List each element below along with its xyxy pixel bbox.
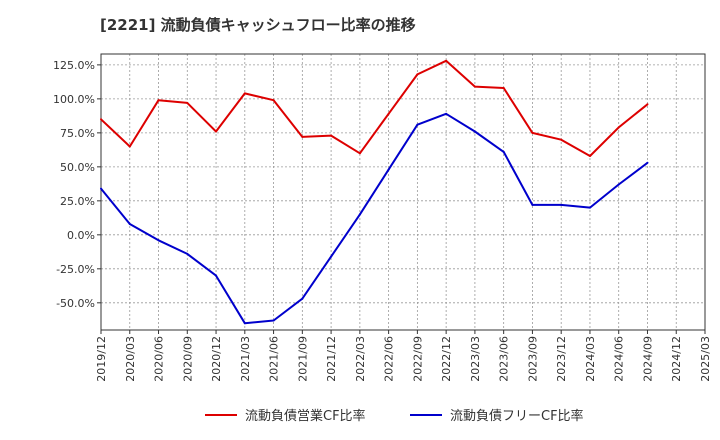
x-tick-label: 2024/03 xyxy=(584,336,597,382)
data-point xyxy=(416,123,419,126)
data-point xyxy=(186,252,189,255)
y-tick-label: 75.0% xyxy=(60,127,95,140)
data-point xyxy=(272,319,275,322)
data-point xyxy=(301,297,304,300)
y-tick-label: -25.0% xyxy=(56,263,95,276)
y-tick-label: 50.0% xyxy=(60,161,95,174)
data-point xyxy=(243,92,246,95)
x-tick-label: 2021/03 xyxy=(239,336,252,382)
y-tick-label: 100.0% xyxy=(53,93,95,106)
x-tick-label: 2024/09 xyxy=(641,336,654,382)
y-tick-label: 25.0% xyxy=(60,195,95,208)
data-point xyxy=(617,183,620,186)
data-point xyxy=(646,161,649,164)
y-axis-ticks: 125.0% 100.0% 75.0% 50.0% 25.0% 0.0% -25.0% -50… xyxy=(53,59,101,310)
data-point xyxy=(560,203,563,206)
x-tick-label: 2022/03 xyxy=(354,336,367,382)
data-point xyxy=(560,138,563,141)
x-tick-label: 2020/06 xyxy=(153,336,166,382)
x-tick-label: 2024/06 xyxy=(613,336,626,382)
data-point xyxy=(215,130,218,133)
data-point xyxy=(128,145,131,148)
data-point xyxy=(502,86,505,89)
x-tick-label: 2022/06 xyxy=(383,336,396,382)
data-point xyxy=(531,131,534,134)
x-tick-label: 2021/09 xyxy=(296,336,309,382)
data-point xyxy=(100,118,102,121)
data-point xyxy=(157,99,160,102)
data-point xyxy=(588,154,591,157)
data-point xyxy=(531,203,534,206)
data-point xyxy=(186,101,189,104)
data-point xyxy=(215,274,218,277)
data-point xyxy=(445,59,448,62)
data-point xyxy=(588,206,591,209)
data-point xyxy=(243,322,246,325)
data-point xyxy=(128,222,131,225)
plot-area xyxy=(100,53,706,331)
data-point xyxy=(330,255,333,258)
data-point xyxy=(502,150,505,153)
data-point xyxy=(358,152,361,155)
x-axis-ticks: 2019/12 2020/03 2020/06 2020/09 2020/12 2021/… xyxy=(95,330,712,382)
series-lines xyxy=(100,59,649,325)
x-tick-label: 2021/12 xyxy=(325,336,338,382)
legend-label: 流動負債営業CF比率 xyxy=(245,408,366,424)
x-tick-label: 2019/12 xyxy=(95,336,108,382)
x-tick-label: 2023/09 xyxy=(526,336,539,382)
data-point xyxy=(100,187,102,190)
x-tick-label: 2022/09 xyxy=(411,336,424,382)
grid-lines xyxy=(101,54,705,330)
y-tick-label: 125.0% xyxy=(53,59,95,72)
data-point xyxy=(387,112,390,115)
x-tick-label: 2020/12 xyxy=(210,336,223,382)
data-point xyxy=(617,126,620,129)
data-point xyxy=(157,239,160,242)
data-point xyxy=(301,135,304,138)
series-line-1 xyxy=(100,59,649,157)
series-line-2 xyxy=(100,112,649,325)
chart-title: [2221] 流動負債キャッシュフロー比率の推移 xyxy=(100,16,416,34)
x-tick-label: 2020/03 xyxy=(124,336,137,382)
data-point xyxy=(473,130,476,133)
x-tick-label: 2020/09 xyxy=(181,336,194,382)
data-point xyxy=(646,103,649,106)
y-tick-label: -50.0% xyxy=(56,297,95,310)
legend-label: 流動負債フリーCF比率 xyxy=(450,408,584,424)
x-tick-label: 2021/06 xyxy=(268,336,281,382)
x-tick-label: 2025/03 xyxy=(699,336,712,382)
x-tick-label: 2023/12 xyxy=(555,336,568,382)
x-tick-label: 2023/03 xyxy=(469,336,482,382)
x-tick-label: 2022/12 xyxy=(440,336,453,382)
x-tick-label: 2023/06 xyxy=(498,336,511,382)
y-tick-label: 0.0% xyxy=(67,229,95,242)
data-point xyxy=(473,85,476,88)
data-point xyxy=(387,168,390,171)
x-tick-label: 2024/12 xyxy=(670,336,683,382)
data-point xyxy=(330,134,333,137)
legend: 流動負債営業CF比率 流動負債フリーCF比率 xyxy=(205,408,584,424)
data-point xyxy=(445,112,448,115)
data-point xyxy=(358,213,361,216)
data-point xyxy=(416,73,419,76)
data-point xyxy=(272,99,275,102)
